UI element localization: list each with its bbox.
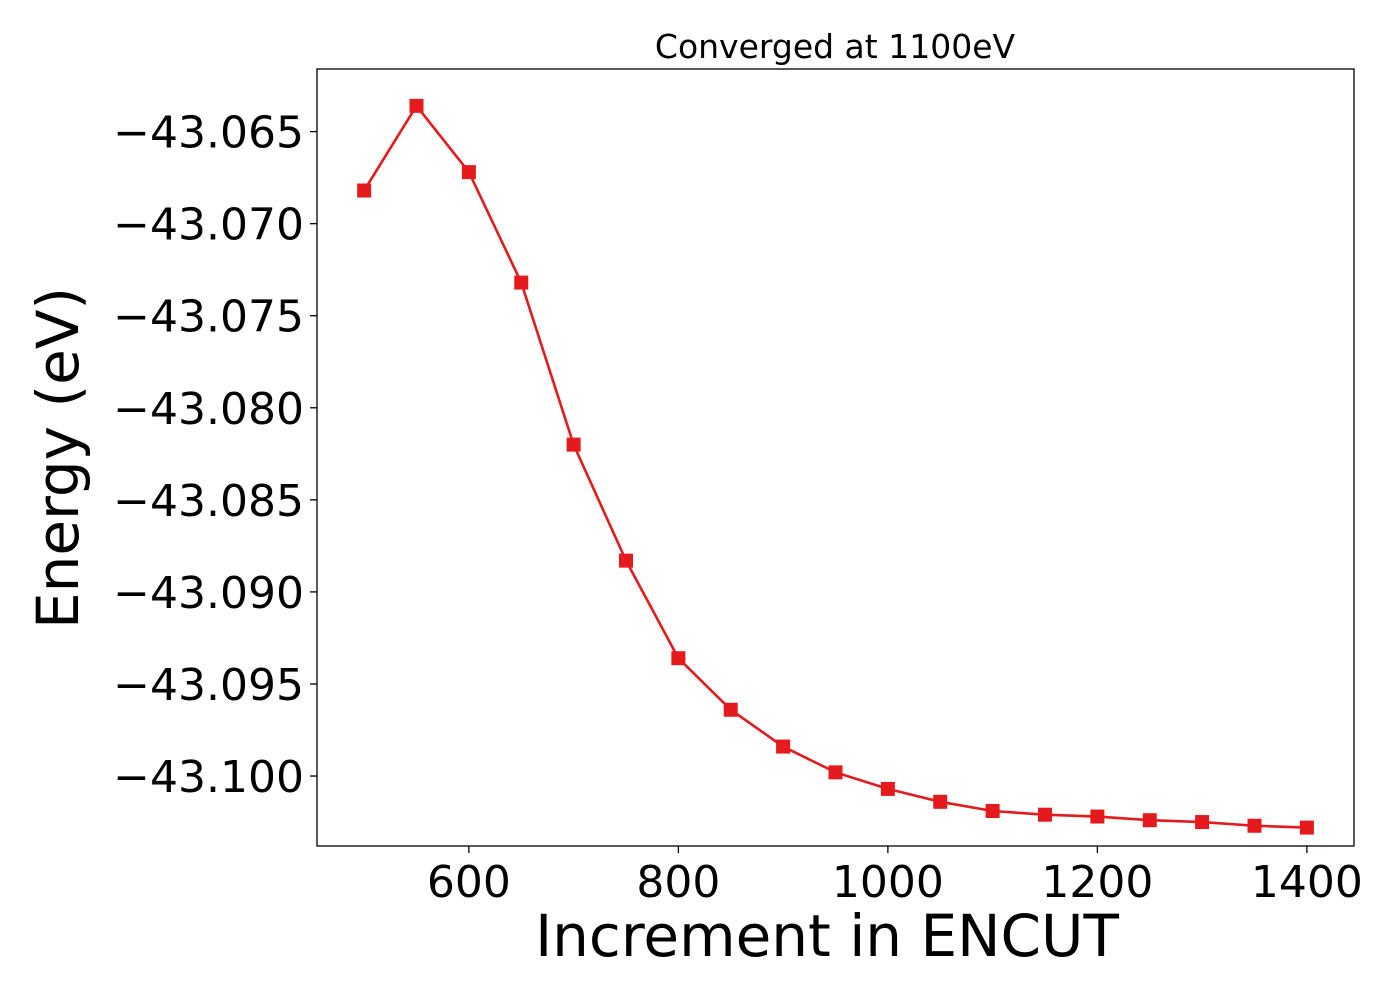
data-point: [776, 739, 791, 754]
data-point: [1247, 818, 1262, 833]
data-point: [1195, 815, 1210, 830]
data-point: [566, 437, 581, 452]
y-tick-label: −43.070: [113, 200, 304, 251]
y-axis-label: Energy (eV): [24, 287, 92, 629]
data-point: [409, 98, 424, 113]
y-tick-label: −43.075: [113, 292, 304, 343]
x-tick-label: 600: [427, 857, 511, 908]
data-point: [514, 275, 529, 290]
data-point: [985, 804, 1000, 819]
data-point: [1299, 820, 1314, 835]
x-axis-label: Increment in ENCUT: [535, 902, 1119, 970]
x-axis: 600 800 1000 1200 1400: [427, 846, 1363, 908]
x-tick-label: 1000: [832, 857, 944, 908]
data-point: [1037, 807, 1052, 822]
y-tick-label: −43.085: [113, 476, 304, 527]
plot-marks: [357, 98, 1314, 835]
data-point: [1090, 809, 1105, 824]
plot-frame: [316, 68, 1355, 847]
data-point: [723, 702, 738, 717]
series-line: [363, 103, 1307, 829]
x-tick-label: 1400: [1251, 857, 1363, 908]
y-tick-label: −43.095: [113, 660, 304, 711]
y-axis: −43.065 −43.070 −43.075 −43.080 −43.085 −43.0…: [113, 108, 317, 803]
x-tick-label: 1200: [1041, 857, 1153, 908]
data-point: [461, 165, 476, 180]
y-tick-label: −43.100: [113, 752, 304, 803]
chart-title: Converged at 1100eV: [655, 27, 1016, 66]
data-point: [933, 794, 948, 809]
data-point: [357, 183, 372, 198]
y-tick-label: −43.090: [113, 568, 304, 619]
data-point: [880, 781, 895, 796]
data-point: [671, 651, 686, 666]
data-point: [828, 765, 843, 780]
data-point: [1142, 813, 1157, 828]
y-tick-label: −43.065: [113, 108, 304, 159]
y-tick-label: −43.080: [113, 384, 304, 435]
data-point: [619, 553, 634, 568]
x-tick-label: 800: [636, 857, 720, 908]
